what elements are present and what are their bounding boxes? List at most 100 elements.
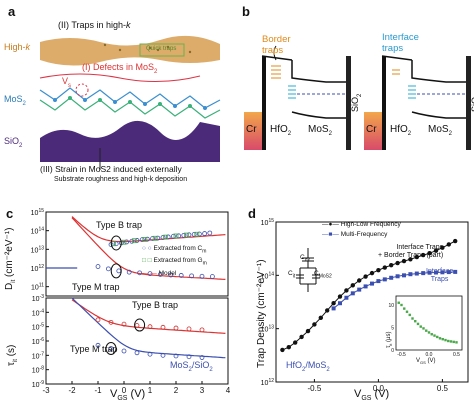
c-legend: ○ ○ Extracted from Cm □ □ Extracted from… <box>142 244 207 279</box>
panel-label-d: d <box>248 206 256 221</box>
band-diagram-border <box>244 45 351 150</box>
highk-layer <box>40 35 220 66</box>
c-top-point-gm <box>173 233 179 239</box>
label-sio2-left: SiO2 <box>350 93 363 112</box>
sio2-substrate <box>40 120 220 162</box>
c-bot-point <box>134 350 140 356</box>
d-inset-point <box>444 338 447 342</box>
d-legend-mf: —■— Multi-Frequency <box>322 231 388 238</box>
c-bot-point <box>95 342 101 348</box>
d-point-high-low <box>382 265 387 270</box>
d-point-high-low <box>325 308 330 313</box>
c-bot-point <box>199 355 205 360</box>
c-top-point-cm <box>116 268 122 274</box>
label-border-traps: Border traps <box>262 34 291 56</box>
d-point-multi <box>446 270 451 275</box>
label-interface-traps: Interface traps <box>382 32 419 54</box>
interface-traps-marks-left <box>288 85 296 99</box>
c-bot-type-m-circle <box>105 341 117 355</box>
label-sio2-right: SiO2 <box>470 96 474 112</box>
d-inset-xlabel: VGS (V) <box>416 358 436 366</box>
c-top-ytick-label: 1015 <box>31 208 45 217</box>
c-top-point-cm <box>189 273 195 279</box>
c-bot-point <box>108 319 114 325</box>
label-cr-right: Cr <box>366 124 377 135</box>
d-inset-point <box>447 339 450 343</box>
d-point-multi <box>408 272 413 277</box>
c-top-point-cm <box>160 235 166 240</box>
c-top-point-cm <box>181 232 187 238</box>
c-xtick-label: 4 <box>226 386 231 395</box>
c-top-point-gm <box>121 239 127 245</box>
c-bot-point <box>173 325 179 331</box>
mos2-lattice <box>39 87 221 119</box>
c-top-point-cm <box>170 233 176 239</box>
c-top-point-cm <box>168 272 174 278</box>
d-point-high-low <box>293 340 298 345</box>
d-point-multi <box>389 275 394 280</box>
d-point-high-low <box>312 322 317 327</box>
d-circuit-cox: Cox <box>300 254 310 264</box>
d-inset-point <box>411 317 414 320</box>
d-inset-point <box>438 337 442 340</box>
c-bot-point <box>186 326 192 332</box>
d-line-high-low <box>282 240 456 351</box>
d-point-high-low <box>440 245 445 250</box>
d-point-high-low <box>286 344 291 350</box>
d-inset-point <box>416 322 420 326</box>
c-top-point-gm <box>131 238 137 244</box>
d-inset-point <box>403 307 406 310</box>
c-top-point-gm <box>142 237 148 242</box>
c-xlabel: VGS (V) <box>110 388 146 402</box>
d-point-high-low <box>331 301 336 306</box>
d-material: HfO2/MoS2 <box>286 360 330 373</box>
d-point-high-low <box>350 283 355 288</box>
d-inset-point <box>419 325 422 328</box>
d-point-high-low <box>414 254 419 260</box>
d-inset-ytick-label: 10 <box>388 303 394 309</box>
panel-label-c: c <box>6 206 14 221</box>
d-point-multi <box>370 281 374 286</box>
c-top-point-cm <box>150 236 156 241</box>
d-point-multi <box>331 306 336 311</box>
label-hfo2-right: HfO2 <box>390 124 412 137</box>
label-mos2-right: MoS2 <box>428 124 452 137</box>
d-legend-hl: —●— High-Low Frequency <box>322 221 401 228</box>
c-bot-point <box>121 321 127 327</box>
d-inset-point <box>433 334 436 337</box>
d-point-high-low <box>408 257 413 262</box>
d-point-high-low <box>305 328 311 334</box>
c-bot-point <box>147 351 153 357</box>
hfo2-barrier-right <box>382 56 386 150</box>
d-ytick-label: 1013 <box>261 325 275 334</box>
d-inset-point <box>455 341 458 344</box>
d-circuit-cit: Cit <box>288 270 296 280</box>
c-top-point-cm <box>196 231 202 237</box>
c-xtick-label: 1 <box>148 386 153 395</box>
d-inset-xtick-label: 0.0 <box>426 352 433 358</box>
panel-c: c 1015 1014 1013 1012 1011 10-3 10-4 10-5 10-6 10… <box>0 200 236 402</box>
c-ylabel-bot: τit (s) <box>6 344 19 366</box>
c-top-point-cm <box>129 238 135 244</box>
d-point-high-low <box>318 315 323 320</box>
d-point-multi <box>395 274 400 279</box>
d-point-high-low <box>337 294 343 299</box>
label-quick-traps: Quick traps <box>146 46 177 52</box>
c-top-type-m-circle <box>110 263 122 279</box>
highk-traps <box>103 43 192 54</box>
d-xtick-label: -0.5 <box>308 384 322 393</box>
c-bot-point <box>147 324 153 330</box>
d-circuit-cmos: CMoS2 <box>314 270 332 280</box>
interface-traps-marks-right <box>408 85 416 99</box>
d-inset-point <box>425 329 428 332</box>
cr-metal-right <box>364 112 382 150</box>
c-xtick-label: 2 <box>174 386 179 395</box>
d-inset-point <box>427 331 431 334</box>
d-point-multi <box>440 270 445 275</box>
d-inset-point <box>405 310 409 313</box>
d-point-high-low <box>421 252 426 258</box>
c-top-point-cm <box>157 272 163 277</box>
d-inset-point <box>441 338 444 341</box>
d-ytick-label: 1014 <box>261 271 275 280</box>
d-point-multi <box>338 301 342 306</box>
